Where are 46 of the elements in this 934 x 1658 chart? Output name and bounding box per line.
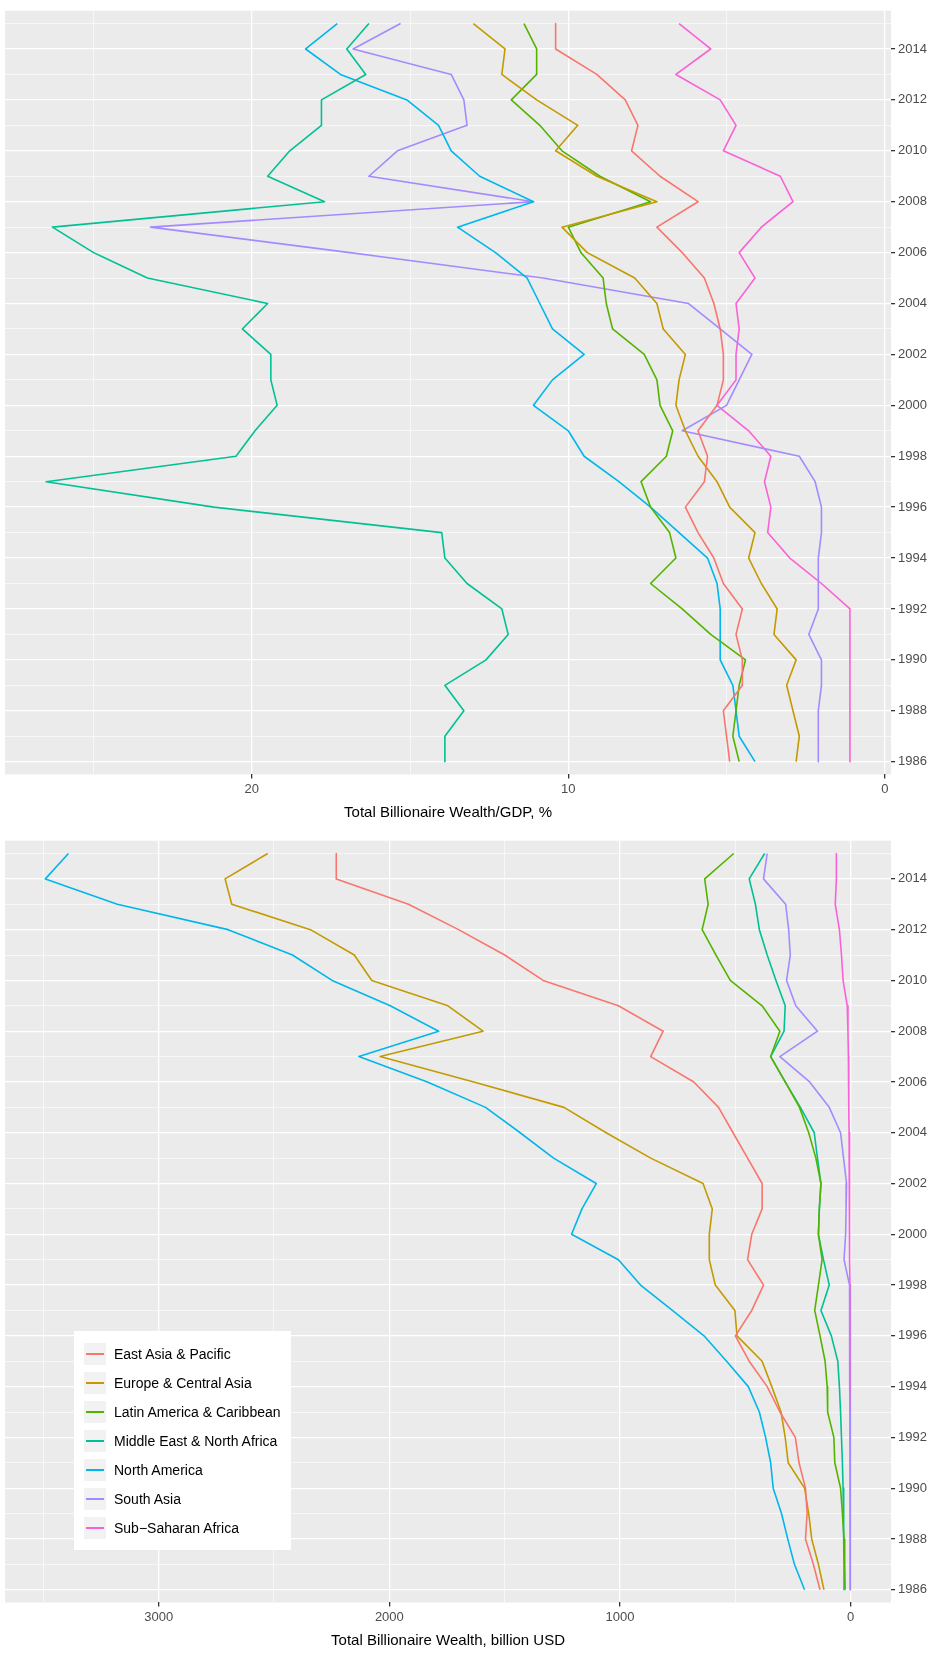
- x-tick-label: 1000: [605, 1608, 635, 1624]
- y-tick-label: 2012: [898, 921, 927, 937]
- y-tick-label: 1994: [898, 1378, 927, 1394]
- y-tick-label: 1988: [898, 1530, 927, 1546]
- y-tick-label: 2006: [898, 1073, 927, 1089]
- y-tick-label: 1996: [898, 498, 927, 514]
- y-tick-label: 2014: [898, 870, 927, 886]
- x-tick-label: 20: [244, 780, 260, 796]
- y-tick-label: 1998: [898, 1276, 927, 1292]
- y-tick-label: 2008: [898, 1022, 927, 1038]
- x-axis-title: Total Billionaire Wealth/GDP, %: [344, 803, 552, 821]
- y-tick-label: 2010: [898, 142, 927, 158]
- y-tick-label: 1990: [898, 1479, 927, 1495]
- y-tick-label: 1998: [898, 447, 927, 463]
- x-tick-label: 0: [881, 780, 889, 796]
- y-tick-label: 2000: [898, 1225, 927, 1241]
- legend-label: Europe & Central Asia: [114, 1374, 252, 1391]
- y-tick-label: 2006: [898, 244, 927, 260]
- x-tick-label: 10: [561, 780, 576, 796]
- x-axis-title: Total Billionaire Wealth, billion USD: [331, 1631, 566, 1649]
- y-tick-label: 2014: [898, 40, 927, 56]
- y-tick-label: 1994: [898, 549, 927, 565]
- y-tick-label: 2012: [898, 91, 927, 107]
- legend-label: North America: [114, 1461, 203, 1478]
- x-tick-label: 2000: [374, 1608, 404, 1624]
- y-tick-label: 1992: [898, 1428, 927, 1444]
- legend-label: South Asia: [114, 1490, 181, 1507]
- y-tick-label: 2008: [898, 193, 927, 209]
- y-tick-label: 1988: [898, 702, 927, 718]
- y-tick-label: 1990: [898, 651, 927, 667]
- y-tick-label: 2002: [898, 346, 927, 361]
- y-tick-label: 2010: [898, 972, 927, 987]
- legend-label: Sub−Saharan Africa: [114, 1519, 239, 1536]
- x-tick-label: 0: [847, 1608, 855, 1624]
- legend-label: East Asia & Pacific: [114, 1345, 231, 1362]
- legend-label: Middle East & North Africa: [114, 1432, 278, 1449]
- y-tick-label: 1986: [898, 753, 927, 769]
- y-tick-label: 1996: [898, 1327, 927, 1343]
- y-tick-label: 2004: [898, 295, 927, 311]
- x-tick-label: 3000: [144, 1608, 174, 1624]
- y-tick-label: 1986: [898, 1581, 927, 1597]
- y-tick-label: 2002: [898, 1175, 927, 1191]
- legend-label: Latin America & Caribbean: [114, 1403, 281, 1420]
- y-tick-label: 2004: [898, 1124, 927, 1140]
- y-tick-label: 1992: [898, 600, 927, 616]
- y-tick-label: 2000: [898, 396, 927, 412]
